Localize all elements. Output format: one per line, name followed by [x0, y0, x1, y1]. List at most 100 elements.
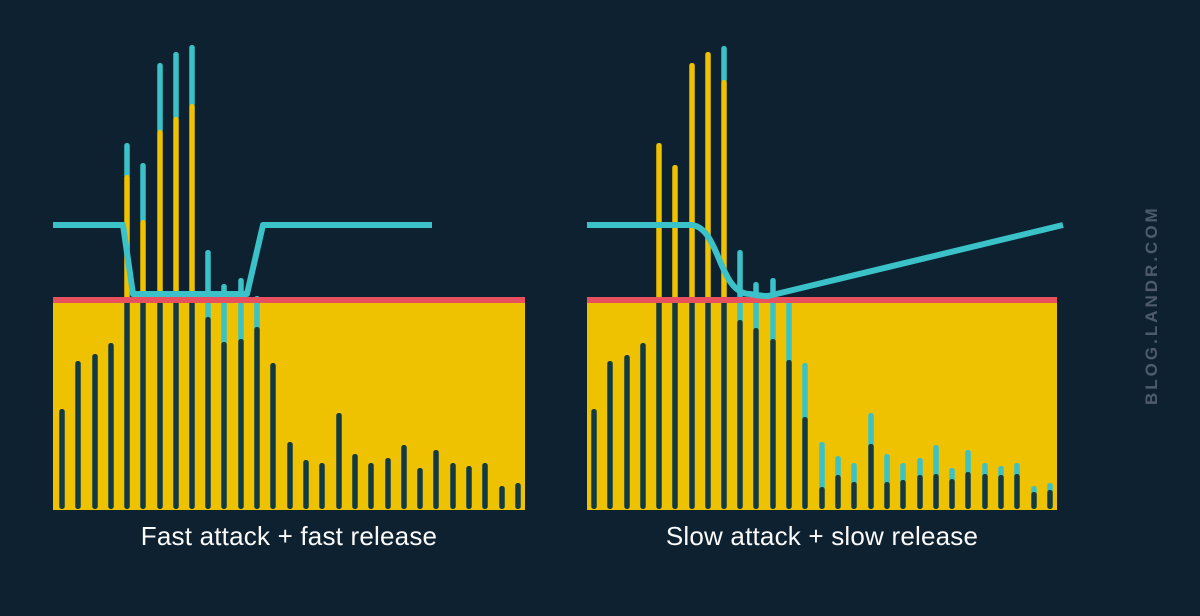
bar-segment-yellow	[672, 165, 678, 303]
gain-envelope	[53, 222, 432, 297]
bar-segment-navy	[640, 343, 646, 509]
bar-segment-navy	[949, 479, 955, 509]
bar-segment-navy	[336, 413, 342, 509]
bar-segment-navy	[689, 300, 695, 509]
bar-segment-navy	[753, 328, 759, 509]
threshold-line	[53, 297, 525, 303]
bar-segment-navy	[515, 483, 521, 509]
bar-segment-yellow	[689, 63, 695, 303]
bar-segment-navy	[352, 454, 358, 509]
bar-segment-teal	[868, 413, 874, 447]
bar-segment-teal	[851, 463, 857, 485]
bar-segment-navy	[982, 474, 988, 509]
bar-segment-teal	[949, 468, 955, 482]
bar-segment-teal	[933, 445, 939, 477]
bar-segment-teal	[737, 250, 743, 323]
bar-segment-teal	[900, 463, 906, 483]
bar-segment-navy	[482, 463, 488, 509]
bar-segment-teal	[835, 456, 841, 478]
bar-segment-navy	[819, 487, 825, 509]
bar-segment-navy	[173, 300, 179, 509]
bar-segment-teal	[1014, 463, 1020, 477]
bar-segment-yellow	[173, 117, 179, 303]
caption-slow-attack-release: Slow attack + slow release	[665, 521, 979, 551]
bar-segment-navy	[401, 445, 407, 509]
bar-segment-navy	[737, 320, 743, 509]
bar-segment-teal	[157, 63, 163, 133]
bar-segment-navy	[499, 486, 505, 509]
bar-segment-navy	[75, 361, 81, 509]
bar-segment-navy	[319, 463, 325, 509]
bar-segment-navy	[368, 463, 374, 509]
bar-segment-navy	[802, 417, 808, 509]
caption-fast-attack-release: Fast attack + fast release	[140, 521, 438, 551]
bar-segment-navy	[786, 360, 792, 509]
bar-segment-yellow	[705, 52, 711, 303]
bar-segment-navy	[998, 475, 1004, 509]
bar-segment-yellow	[721, 80, 727, 303]
bar-segment-navy	[721, 300, 727, 509]
panel-fast	[53, 45, 525, 510]
bar-segment-navy	[835, 475, 841, 509]
bar-segment-teal	[998, 466, 1004, 478]
bar-segment-navy	[270, 363, 276, 509]
bar-segment-navy	[124, 300, 130, 509]
bar-segment-navy	[433, 450, 439, 509]
bar-segment-navy	[770, 339, 776, 509]
threshold-line	[587, 297, 1057, 303]
bar-segment-navy	[705, 300, 711, 509]
bar-segment-teal	[173, 52, 179, 120]
bar-segment-navy	[917, 475, 923, 509]
bar-segment-navy	[59, 409, 65, 509]
bar-segment-teal	[189, 45, 195, 107]
bar-segment-navy	[1031, 492, 1037, 509]
bar-segment-teal	[802, 363, 808, 420]
bar-segment-teal	[770, 278, 776, 342]
watermark-blog-landr: BLOG.LANDR.COM	[1142, 205, 1161, 405]
bar-segment-navy	[303, 460, 309, 509]
bar-segment-teal	[140, 163, 146, 223]
panel-slow	[587, 46, 1064, 510]
bar-segment-teal	[965, 450, 971, 475]
bar-segment-navy	[884, 482, 890, 509]
bar-segment-navy	[140, 300, 146, 509]
bar-segment-teal	[982, 463, 988, 477]
bar-segment-teal	[124, 143, 130, 178]
bar-segment-navy	[933, 474, 939, 509]
bar-segment-navy	[1014, 474, 1020, 509]
bar-segment-yellow	[189, 104, 195, 303]
bar-segment-navy	[624, 355, 630, 509]
bar-segment-teal	[205, 250, 211, 320]
bar-segment-navy	[868, 444, 874, 509]
bar-segment-navy	[238, 339, 244, 509]
bar-segment-navy	[92, 354, 98, 509]
bar-segment-navy	[607, 361, 613, 509]
bar-segment-navy	[221, 342, 227, 509]
bar-segment-navy	[108, 343, 114, 509]
bar-segment-navy	[965, 472, 971, 509]
bar-segment-teal	[819, 442, 825, 490]
bar-segment-navy	[591, 409, 597, 509]
bar-segment-teal	[917, 458, 923, 478]
bar-segment-teal	[786, 297, 792, 363]
bar-segment-teal	[254, 296, 260, 330]
bar-segment-navy	[450, 463, 456, 509]
bar-segment-navy	[656, 300, 662, 509]
bar-segment-navy	[205, 317, 211, 509]
bar-segment-navy	[672, 300, 678, 509]
bar-segment-navy	[1047, 490, 1053, 509]
bar-segment-navy	[157, 300, 163, 509]
bar-segment-yellow	[140, 220, 146, 303]
bar-segment-teal	[721, 46, 727, 83]
bar-segment-navy	[900, 480, 906, 509]
bar-segment-navy	[385, 458, 391, 509]
bar-segment-teal	[753, 282, 759, 331]
bar-segment-teal	[238, 278, 244, 342]
bar-segment-navy	[254, 327, 260, 509]
bar-segment-teal	[884, 454, 890, 485]
bar-segment-navy	[466, 466, 472, 509]
bar-segment-navy	[851, 482, 857, 509]
gain-envelope	[587, 222, 1064, 299]
